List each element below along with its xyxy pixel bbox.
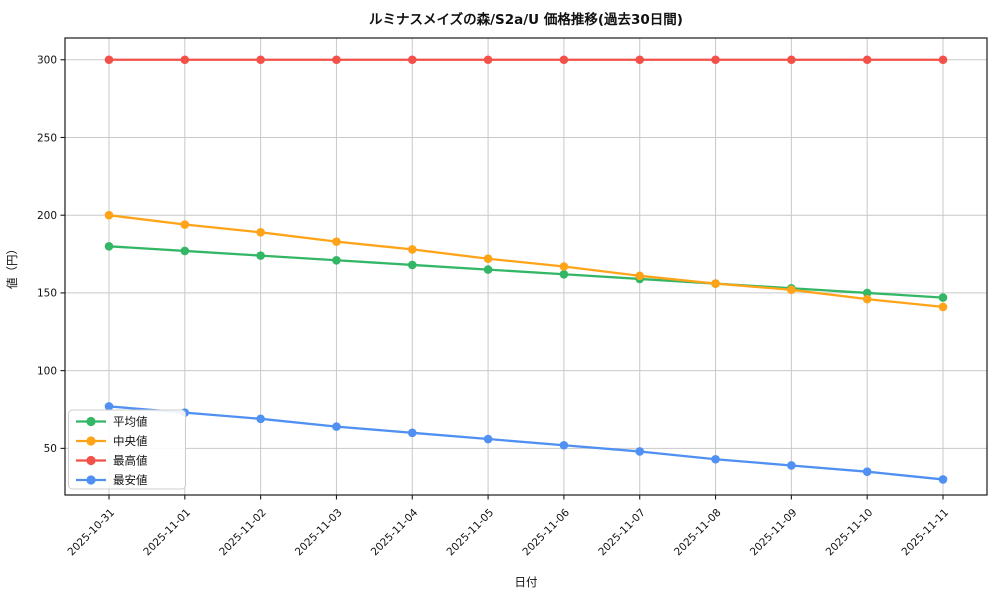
y-axis-label: 値（円） [5, 243, 19, 289]
data-point-最高値 [483, 55, 493, 65]
plot-frame [64, 37, 988, 496]
data-point-平均値 [180, 246, 190, 256]
legend-box [68, 409, 186, 490]
data-point-最高値 [180, 55, 190, 65]
data-point-最高値 [559, 55, 569, 65]
x-tick-label: 2025-10-31 [65, 507, 117, 559]
data-point-最安値 [104, 402, 114, 411]
legend-marker-median [86, 436, 96, 446]
chart-title: ルミナスメイズの森/S2a/U 価格推移(過去30日間) [369, 11, 683, 28]
x-tick-label: 2025-11-11 [899, 507, 951, 559]
data-point-平均値 [104, 241, 114, 251]
data-point-平均値 [256, 251, 265, 260]
legend-label-min: 最安値 [113, 473, 148, 487]
y-tick-label: 200 [37, 210, 57, 222]
x-tick-label: 2025-11-02 [217, 507, 269, 559]
legend-label-median: 中央値 [113, 434, 148, 448]
series-line-平均値 [108, 245, 944, 299]
data-point-最安値 [711, 454, 720, 464]
data-point-中央値 [104, 210, 114, 220]
data-point-平均値 [559, 269, 569, 279]
data-point-最高値 [862, 55, 872, 65]
legend-label-average: 平均値 [113, 415, 148, 429]
y-tick-label: 250 [37, 132, 57, 144]
data-point-最安値 [256, 414, 265, 424]
data-point-最高値 [104, 55, 114, 65]
data-point-最安値 [407, 428, 417, 438]
data-point-最安値 [332, 422, 341, 431]
data-point-中央値 [787, 285, 796, 295]
data-point-最安値 [862, 467, 872, 476]
data-point-最高値 [635, 55, 645, 65]
data-point-最高値 [256, 55, 265, 65]
data-point-最安値 [559, 440, 569, 450]
y-tick-label: 50 [44, 443, 57, 455]
data-point-中央値 [559, 262, 569, 271]
x-axis-label: 日付 [515, 575, 538, 589]
series-line-中央値 [108, 214, 944, 309]
y-tick-label: 150 [37, 288, 57, 300]
data-point-最高値 [711, 55, 720, 65]
data-point-平均値 [862, 288, 872, 298]
legend-label-max: 最高値 [113, 454, 148, 468]
data-point-中央値 [483, 254, 493, 264]
y-tick-label: 300 [37, 55, 57, 67]
data-point-中央値 [862, 294, 872, 304]
data-point-最安値 [787, 461, 796, 470]
y-tick-label: 100 [37, 365, 57, 377]
x-tick-label: 2025-11-04 [369, 506, 421, 558]
data-point-中央値 [180, 220, 190, 229]
data-point-最高値 [938, 55, 948, 65]
legend-marker-min [86, 475, 96, 485]
data-point-最高値 [787, 55, 796, 65]
data-point-中央値 [332, 237, 341, 246]
legend: 平均値 中央値 最高値 最安値 [68, 409, 186, 490]
x-tick-label: 2025-11-06 [520, 506, 572, 558]
legend-marker-max [86, 455, 96, 466]
legend-marker-average [86, 416, 96, 427]
data-point-中央値 [635, 271, 645, 281]
x-tick-label: 2025-11-07 [596, 507, 648, 559]
data-point-最安値 [938, 475, 948, 484]
data-point-中央値 [407, 245, 417, 254]
data-point-最高値 [332, 55, 341, 65]
series-line-最安値 [108, 405, 944, 481]
data-point-平均値 [407, 260, 417, 270]
x-tick-label: 2025-11-09 [748, 507, 800, 559]
x-tick-label: 2025-11-10 [824, 507, 876, 559]
data-point-最安値 [483, 434, 493, 444]
x-tick-label: 2025-11-03 [293, 507, 345, 559]
data-point-中央値 [711, 279, 720, 288]
data-point-平均値 [332, 255, 341, 265]
data-point-平均値 [483, 265, 493, 274]
data-point-中央値 [256, 228, 265, 237]
data-point-平均値 [938, 293, 948, 302]
x-tick-label: 2025-11-01 [141, 507, 193, 559]
data-point-最高値 [407, 55, 417, 65]
x-tick-label: 2025-11-08 [672, 507, 724, 559]
x-tick-label: 2025-11-05 [445, 507, 497, 559]
data-point-中央値 [938, 302, 948, 312]
data-point-最安値 [635, 447, 645, 456]
